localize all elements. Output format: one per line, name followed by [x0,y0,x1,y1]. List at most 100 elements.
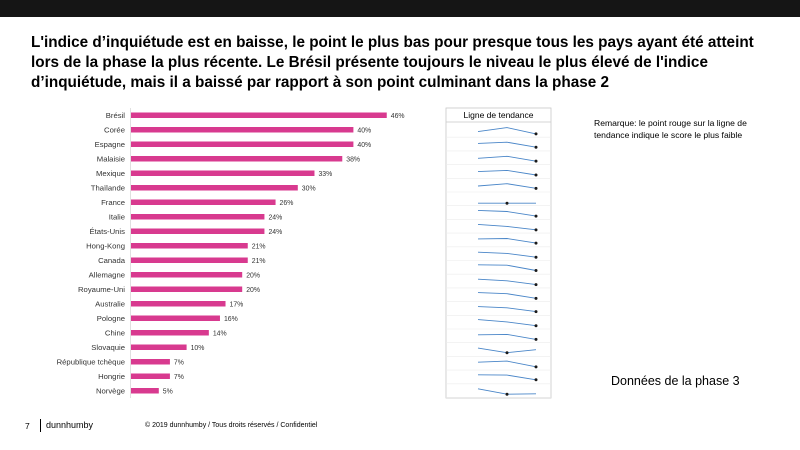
trend-low-point-1 [534,145,538,149]
trend-note: Remarque: le point rouge sur la ligne de… [594,118,747,140]
trend-low-point-12 [534,296,538,300]
bar-10 [131,257,248,263]
trend-low-point-11 [534,283,538,287]
trend-line-14 [477,319,537,327]
value-label: 14% [213,330,227,337]
trend-panel-border [445,107,552,399]
category-label: Corée [104,126,125,135]
trend-low-point-14 [534,324,538,328]
trend-low-point-4 [534,186,538,190]
category-label: Allemagne [89,271,125,280]
category-label: Mexique [96,169,125,178]
value-label: 7% [174,374,184,381]
value-label: 21% [252,258,266,265]
bar-1 [131,127,354,133]
trend-panel-title: Ligne de tendance [464,110,534,120]
copyright: © 2019 dunnhumby / Tous droits réservés … [145,422,318,429]
bar-13 [131,301,226,307]
trend-line-0 [477,127,537,135]
value-label: 46% [391,113,405,120]
trend-line-8 [477,238,537,244]
value-label: 26% [280,200,294,207]
bar-14 [131,315,220,321]
trend-line-13 [477,306,537,313]
category-label: Slovaquie [91,343,125,352]
trend-line-18 [477,374,537,381]
trend-low-point-10 [534,269,538,273]
trend-low-point-15 [534,337,538,341]
bar-11 [131,272,243,278]
trend-low-point-13 [534,310,538,314]
slide-title: L'indice d’inquiétude est en baisse, le … [31,34,754,91]
bar-16 [131,344,187,350]
bar-15 [131,330,209,336]
category-label: Thaïlande [91,184,125,193]
value-label: 7% [174,359,184,366]
bar-4 [131,170,315,176]
value-label: 24% [268,214,282,221]
bar-0 [131,112,387,118]
page-number: 7 [25,421,30,431]
category-label: France [101,198,125,207]
bar-12 [131,286,243,292]
value-label: 38% [346,156,360,163]
category-label: Italie [109,213,125,222]
footer-divider [40,419,41,432]
bar-3 [131,156,343,162]
phase-label: Données de la phase 3 [611,374,740,388]
value-label: 10% [191,345,205,352]
trend-low-point-9 [534,255,538,259]
trend-low-point-2 [534,159,538,163]
value-label: 5% [163,388,173,395]
value-label: 20% [246,287,260,294]
trend-low-point-16 [505,351,509,355]
brand-name: dunnhumby [46,420,94,430]
value-label: 30% [302,185,316,192]
trend-line-11 [477,278,537,286]
trend-line-2 [477,155,537,162]
value-label: 20% [246,272,260,279]
category-label: Espagne [95,140,125,149]
category-label: Hong-Kong [86,242,125,251]
bar-17 [131,359,170,365]
value-label: 16% [224,316,238,323]
y-axis-line [130,108,131,398]
bar-7 [131,214,265,220]
trend-low-point-8 [534,241,538,245]
trend-low-point-19 [505,392,509,396]
value-label: 17% [230,301,244,308]
value-label: 40% [357,127,371,134]
bar-5 [131,185,298,191]
bar-2 [131,141,354,147]
category-label: République tchèque [57,358,125,367]
trend-line-17 [477,360,537,368]
category-label: États-Unis [90,227,126,236]
trend-line-6 [477,209,537,217]
bar-9 [131,243,248,249]
category-label: Pologne [97,314,125,323]
trend-low-point-18 [534,378,538,382]
category-label: Australie [95,300,125,309]
trend-line-15 [477,333,537,340]
trend-low-point-7 [534,228,538,232]
trend-line-4 [477,183,537,189]
category-label: Hongrie [98,372,125,381]
trend-low-point-6 [534,214,538,218]
bar-6 [131,199,276,205]
trend-line-12 [477,292,537,299]
bar-18 [131,373,170,379]
bar-8 [131,228,265,234]
trend-low-point-17 [534,365,538,369]
category-label: Brésil [106,111,126,120]
trend-line-9 [477,251,537,258]
trend-line-3 [477,169,537,176]
trend-low-point-5 [505,201,509,205]
category-label: Canada [98,256,126,265]
trend-line-10 [477,264,537,271]
top-bar [0,0,800,17]
value-label: 40% [357,142,371,149]
value-label: 24% [268,229,282,236]
category-label: Malaisie [97,155,125,164]
category-label: Norvège [96,387,125,396]
